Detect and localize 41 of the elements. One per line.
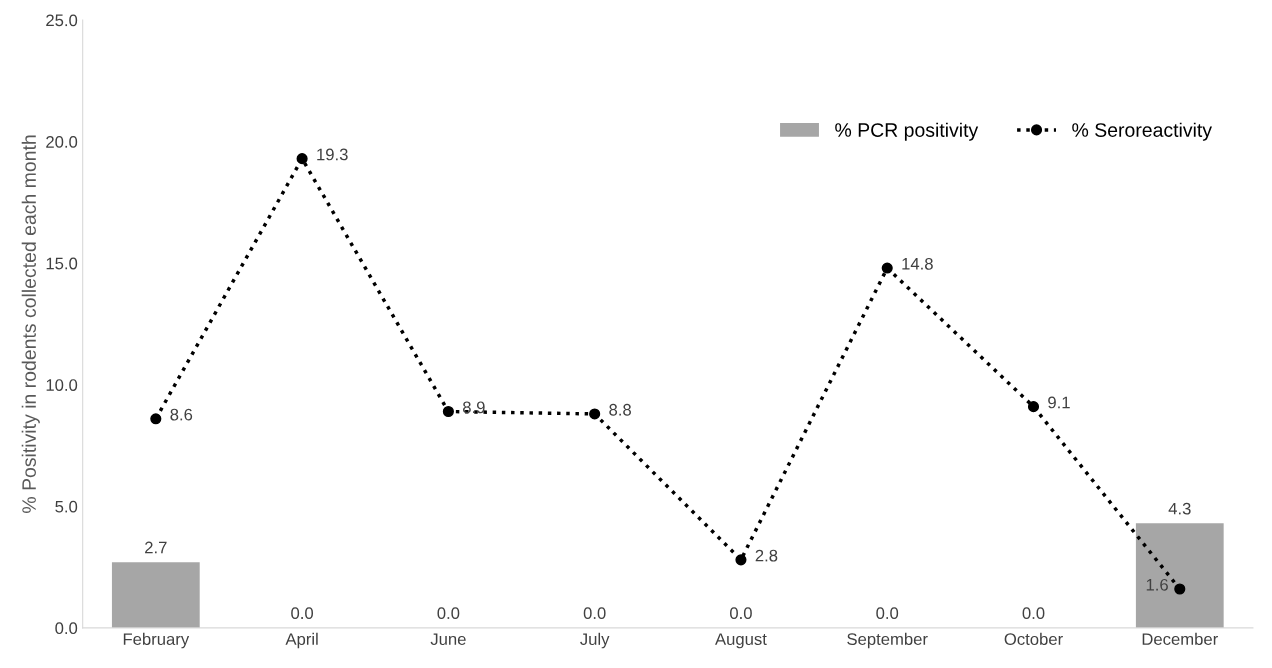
legend-label: % PCR positivity [835, 122, 979, 141]
data-label: 0.0 [291, 607, 314, 620]
point [150, 413, 162, 425]
data-label: 8.9 [462, 401, 485, 414]
data-label: 0.0 [876, 607, 899, 620]
data-label: 9.1 [1048, 396, 1070, 409]
legend-label: % Seroreactivity [1072, 122, 1212, 141]
y-tick-label: 0.0 [55, 622, 78, 635]
data-label: 14.8 [902, 257, 933, 270]
y-tick-label: 20.0 [46, 136, 78, 148]
data-label: 19.3 [317, 148, 348, 161]
point [1027, 401, 1040, 413]
point [442, 405, 454, 418]
point [735, 554, 747, 566]
data-label: 1.6 [1146, 578, 1168, 591]
data-label: 0.0 [583, 607, 606, 620]
x-tick-label: July [580, 632, 610, 649]
y-tick-label: 25.0 [46, 14, 78, 27]
x-tick-label: February [123, 632, 190, 649]
y-tick-label: 15.0 [46, 257, 78, 270]
data-label: 8.6 [170, 408, 193, 421]
x-tick-label: October [1004, 632, 1063, 646]
point [589, 408, 601, 420]
data-label: 8.8 [609, 403, 631, 416]
x-tick-label: December [1142, 632, 1218, 646]
data-label: 0.0 [730, 607, 752, 620]
y-tick-label: 5.0 [55, 500, 78, 513]
y-axis-title: % Positivity in rodents collected each month [21, 135, 40, 513]
data-label: 0.0 [1022, 607, 1045, 620]
x-tick-label: September [847, 632, 928, 649]
point [1174, 583, 1186, 595]
y-tick-label: 10.0 [46, 379, 78, 391]
data-label: 4.3 [1168, 502, 1191, 515]
x-tick-label: August [715, 633, 767, 649]
x-tick-label: June [430, 633, 466, 646]
data-label: 2.8 [755, 549, 778, 562]
data-label: 0.0 [437, 607, 460, 620]
point [881, 262, 893, 274]
x-tick-label: April [285, 632, 318, 649]
point [296, 153, 308, 165]
data-label: 2.7 [145, 541, 167, 554]
